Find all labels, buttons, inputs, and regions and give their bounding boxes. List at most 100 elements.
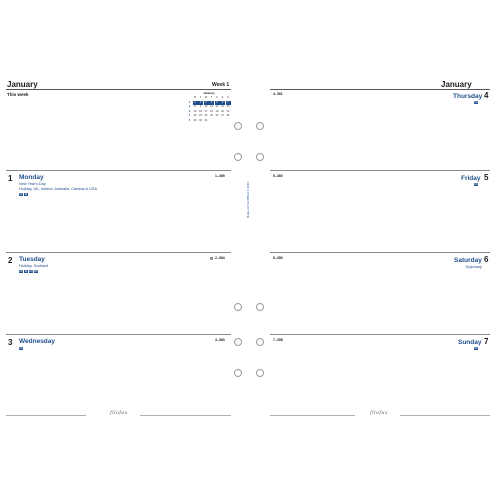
holiday-badge: UK [19, 193, 23, 196]
sunday-count: 7–358 [273, 338, 283, 342]
mini-calendar-weekday: S [221, 96, 224, 99]
mini-calendar-day [220, 119, 225, 123]
ring-hole [256, 338, 264, 346]
this-week-label: This week [7, 92, 29, 97]
saturday-info-line: Epiphany [466, 265, 482, 269]
thursday-count: 4–361 [273, 92, 283, 96]
holiday-badge: UK [19, 347, 23, 350]
wednesday-name: Wednesday [19, 338, 56, 345]
right-month-title: January [441, 80, 472, 89]
monday-info-line: Holiday, UK, Ireland, Australia, Canada … [19, 186, 98, 191]
mini-calendar-day: 2 [198, 100, 203, 105]
moon-phase-icon [210, 257, 213, 260]
left-footer-rule-a [6, 415, 86, 416]
week-label: Week 1 [212, 82, 230, 88]
mini-calendar-week-number: 5 [188, 118, 191, 122]
monday-info-line: New Year's Day [19, 182, 46, 186]
mini-calendar-title: January [203, 91, 215, 95]
mini-calendar-day [215, 119, 220, 123]
holiday-badge: UK [474, 183, 478, 186]
monday-badges: UK IE [19, 193, 28, 196]
ring-hole [234, 338, 242, 346]
right-footer-rule-a [270, 415, 355, 416]
mini-calendar-day: 29 [193, 118, 197, 122]
holiday-badge: IE [24, 270, 28, 273]
friday-name: Friday [461, 175, 481, 182]
mini-calendar-weekday: T [199, 96, 202, 99]
thursday-badges: UK [474, 101, 478, 104]
monday-count: 1–365 [215, 174, 225, 178]
mini-calendar-weekday: T [210, 96, 213, 99]
mini-calendar-day: 22 [193, 114, 197, 117]
left-header-rule [6, 89, 231, 90]
right-header-rule [270, 89, 490, 90]
saturday-number: 6 [484, 255, 489, 264]
saturday-count: 6–359 [273, 256, 283, 260]
sunday-number: 7 [484, 337, 489, 346]
tuesday-rule [6, 252, 231, 253]
monday-rule [6, 170, 231, 171]
mini-calendar-day: 20 [221, 109, 224, 113]
mini-calendar-weekday: M [193, 96, 197, 99]
mini-calendar-day: 28 [226, 114, 230, 117]
holiday-badge: AU [29, 270, 33, 273]
mini-calendar-day: 3 [203, 100, 209, 105]
mini-calendar-day [209, 119, 214, 123]
tuesday-name: Tuesday [19, 256, 45, 263]
monday-number: 1 [8, 174, 13, 183]
ring-hole [234, 153, 242, 161]
saturday-name: Saturday [454, 257, 482, 264]
mini-calendar-day: 12 [215, 105, 219, 108]
ring-hole [256, 122, 264, 130]
mini-calendar-day: 7 [225, 100, 231, 105]
mini-calendar-day: 11 [210, 105, 213, 108]
mini-calendar-day: 23 [199, 114, 202, 117]
mini-calendar-day: 16 [199, 109, 202, 113]
friday-rule [270, 170, 490, 171]
monday-name: Monday [19, 174, 44, 181]
holiday-badge: NZ [34, 270, 38, 273]
mini-calendar-day: 24 [204, 114, 208, 117]
mini-calendar-day: 13 [221, 105, 224, 108]
wednesday-count: 3–363 [215, 338, 225, 342]
tuesday-badges: UK IE AU NZ [19, 270, 38, 273]
tuesday-count: 2–364 [215, 256, 225, 260]
mini-calendar-day: 21 [226, 109, 230, 113]
mini-calendar-day: 27 [221, 114, 224, 117]
holiday-badge: IE [24, 193, 28, 196]
mini-calendar-week-number: 1 [188, 100, 191, 104]
monday-info: New Year's Day Holiday, UK, Ireland, Aus… [19, 182, 97, 192]
mini-calendar-day: 15 [193, 109, 197, 113]
mini-calendar: January M T W T F S S 1 1 2 3 4 5 6 7 2 8 9 10 11 12 13 14 3 15 1… [187, 91, 231, 129]
mini-calendar-day: 31 [204, 118, 208, 122]
friday-number: 5 [484, 173, 489, 182]
spine-ref-code: filofax ref 19-68522 © 2016 [246, 181, 250, 218]
mini-calendar-day: 4 [209, 100, 214, 105]
ring-hole [234, 122, 242, 130]
sunday-badges: UK [474, 347, 478, 350]
ring-hole [234, 369, 242, 377]
holiday-badge: UK [19, 270, 23, 273]
left-brand-logo: filofax [110, 410, 128, 416]
sunday-rule [270, 334, 490, 335]
mini-calendar-week-number: 2 [188, 105, 191, 108]
sunday-name: Sunday [458, 339, 482, 346]
holiday-badge: UK [474, 101, 478, 104]
wednesday-rule [6, 334, 231, 335]
mini-calendar-week-number: 3 [188, 109, 191, 113]
mini-calendar-day: 19 [215, 109, 219, 113]
holiday-badge: UK [474, 347, 478, 350]
mini-calendar-weekday: W [204, 96, 208, 99]
friday-badges: UK [474, 183, 478, 186]
mini-calendar-weekday: S [227, 96, 229, 99]
left-month-title: January [7, 80, 38, 89]
mini-calendar-day: 26 [215, 114, 219, 117]
ring-hole [256, 303, 264, 311]
mini-calendar-day [226, 119, 231, 123]
tuesday-info-line: Holiday, Scotland [19, 264, 49, 268]
mini-calendar-day: 14 [226, 105, 230, 108]
saturday-rule [270, 252, 490, 253]
right-footer-rule-b [400, 415, 490, 416]
ring-hole [234, 303, 242, 311]
mini-calendar-week-number [187, 96, 192, 100]
